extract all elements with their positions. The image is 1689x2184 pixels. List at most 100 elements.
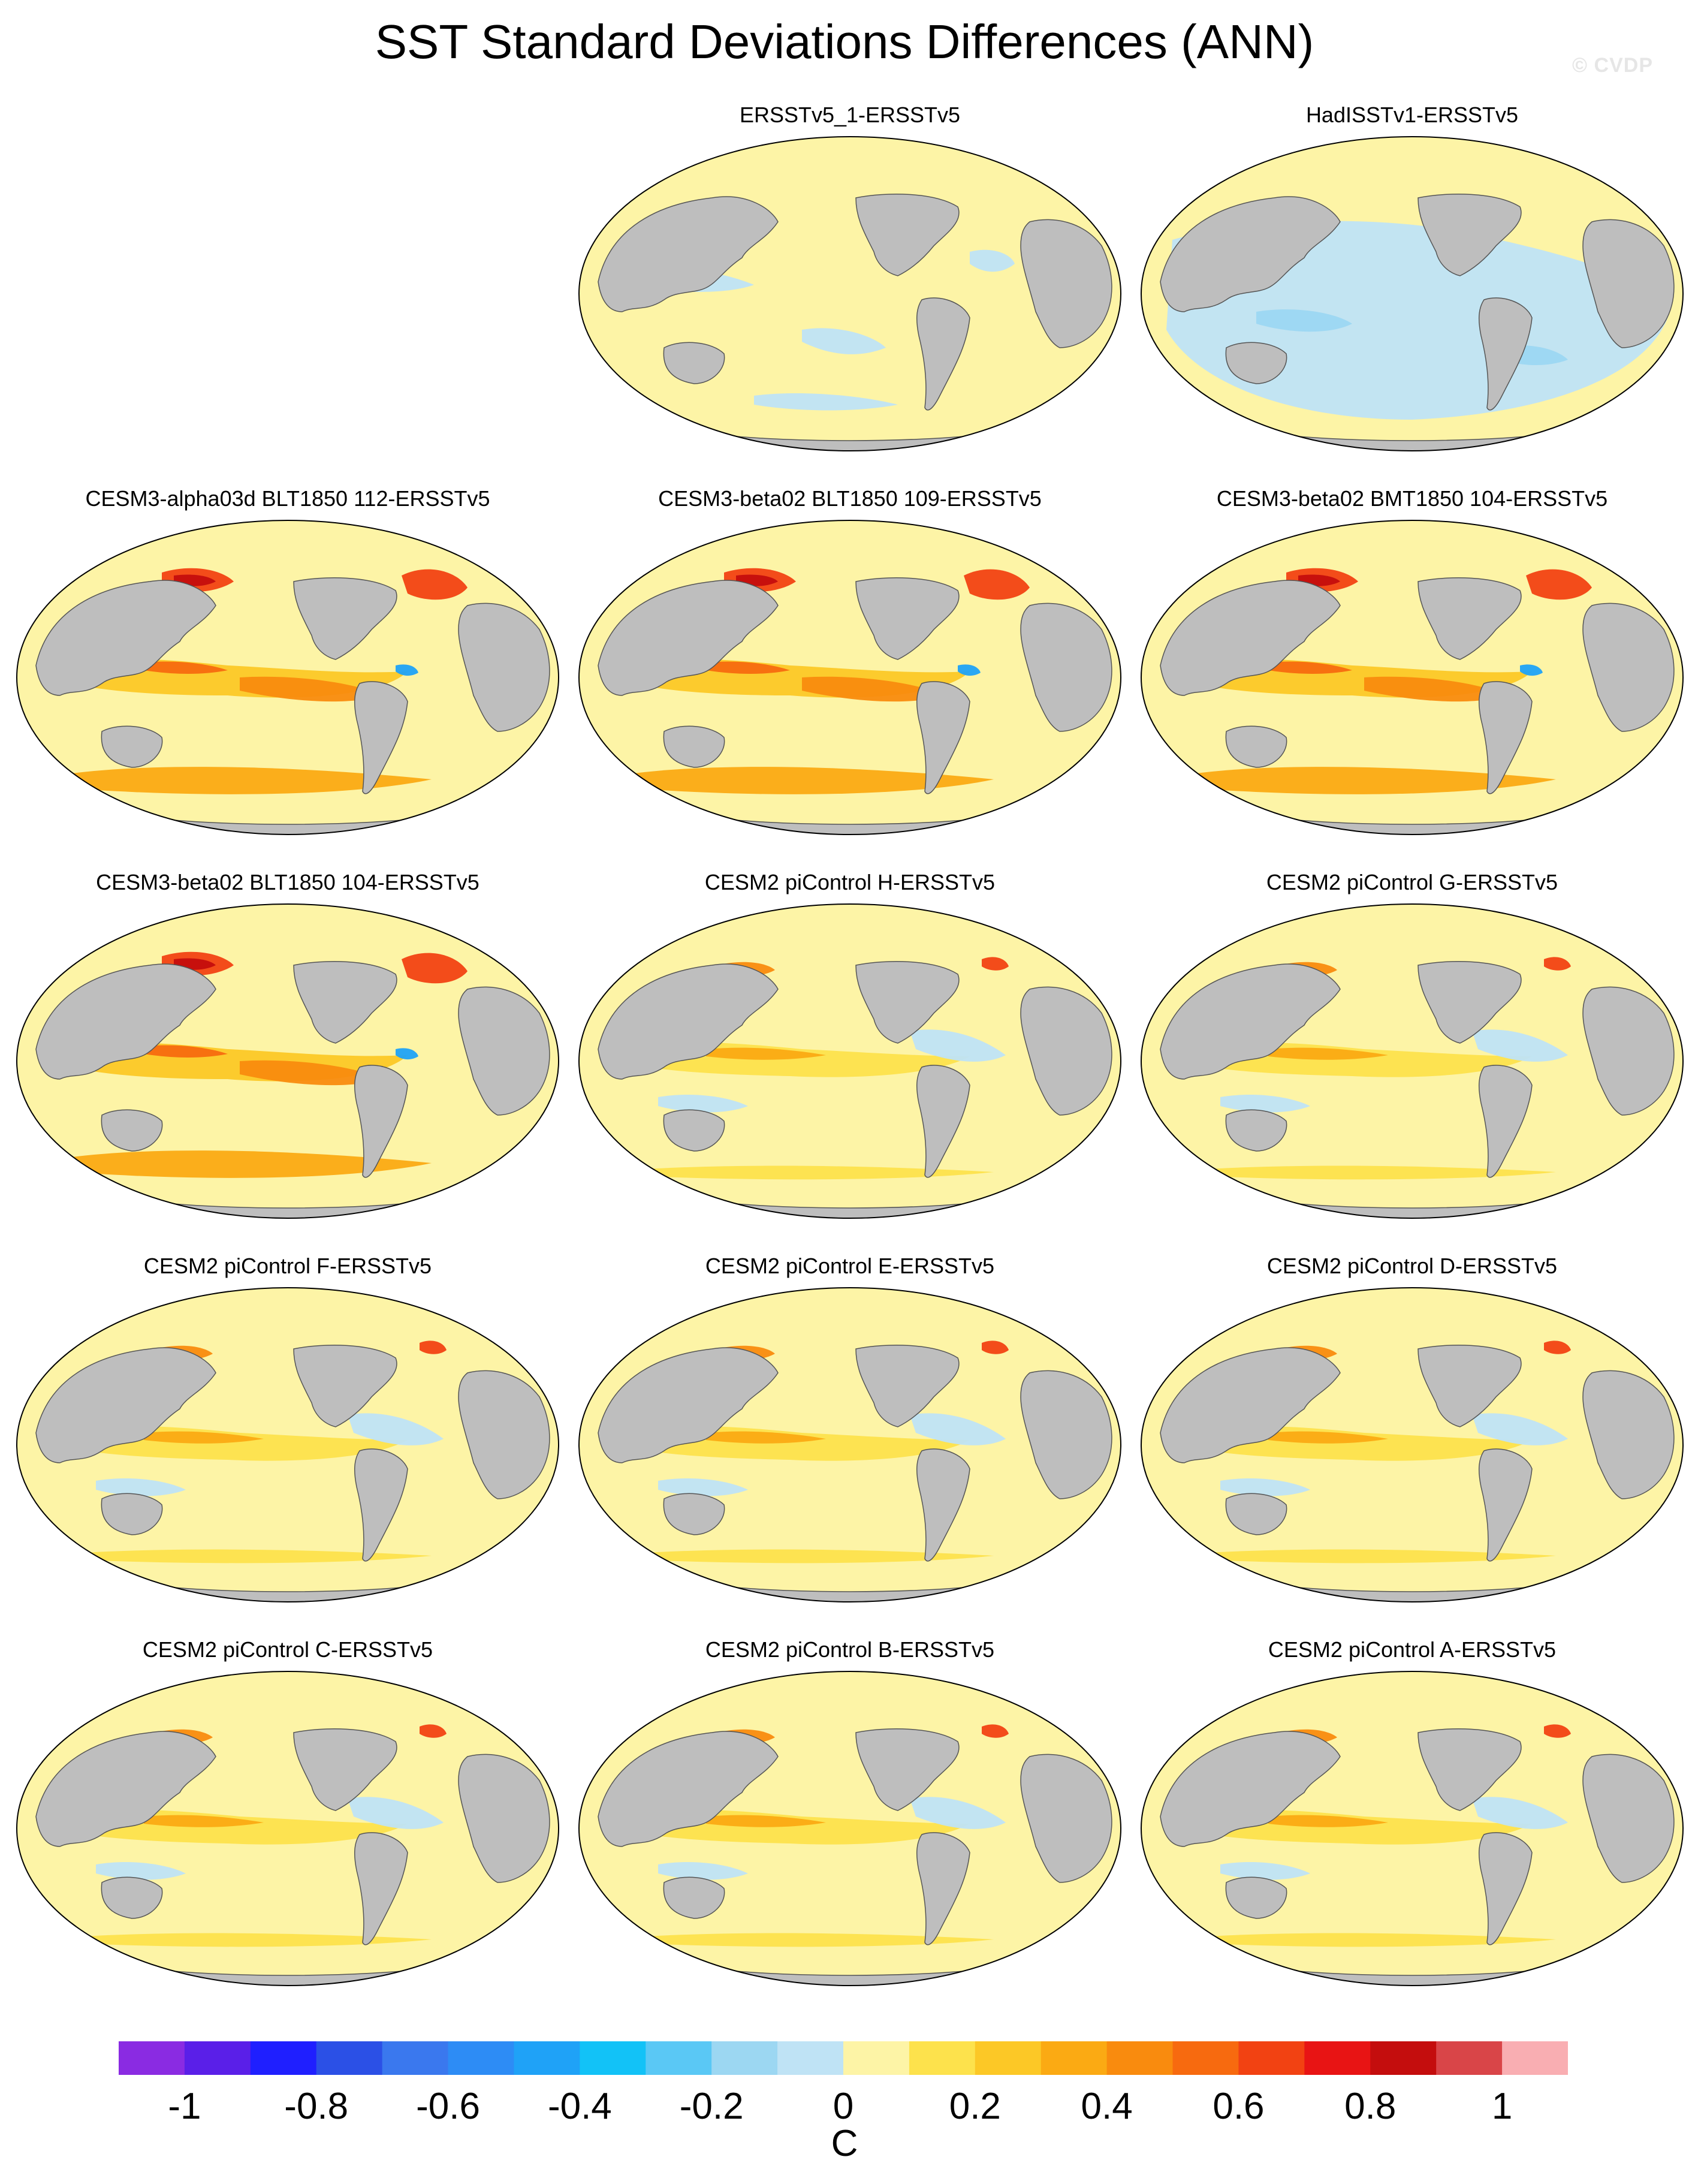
anomaly-region [1544,1340,1571,1354]
map-panel: CESM2 piControl C-ERSSTv5 [12,1637,563,2020]
anomaly-region [958,664,981,676]
anomaly-region [396,664,418,676]
colorbar-tick-label: 0.4 [1081,2086,1133,2127]
anomaly-region [144,1431,264,1444]
land-mass [354,1065,408,1178]
colorbar-swatch [316,2041,383,2075]
anomaly-region [658,1094,748,1113]
panel-title: CESM2 piControl D-ERSSTv5 [1266,1254,1558,1278]
anomaly-region [1256,309,1352,332]
colorbar-tick-label: 0 [833,2086,854,2127]
panel-title: CESM2 piControl G-ERSSTv5 [1266,870,1558,894]
anomaly-region [348,1797,444,1829]
panel-title: CESM2 piControl E-ERSSTv5 [705,1254,995,1278]
anomaly-region [982,957,1009,971]
land-mass [293,577,397,660]
land-mass [1582,1754,1675,1883]
anomaly-region [402,569,468,600]
watermark: © CVDP [1572,54,1653,77]
land-mass [916,681,970,794]
map-projection [16,1671,559,1986]
map-outline [578,1671,1121,1986]
land-mass [1020,603,1112,732]
land-mass [916,1448,970,1562]
land-mass [1225,1493,1287,1535]
anomaly-region [420,1340,447,1354]
anomaly-region [646,1165,994,1180]
anomaly-region [1220,1094,1310,1113]
colorbar-swatch [711,2041,778,2075]
land-mass [35,1347,216,1463]
land-mass [35,580,216,696]
land-mass [1582,219,1675,348]
anomaly-region [1268,1047,1388,1060]
anomaly-region [240,1060,384,1086]
anomaly-region [706,1431,826,1444]
map-outline [1141,903,1684,1219]
anomaly-region [240,676,384,702]
colorbar-swatch [250,2041,317,2075]
land-mass [35,1731,216,1847]
anomaly-region [658,1861,748,1880]
land-mass [1478,1065,1533,1178]
land-mass [1417,961,1522,1044]
map-panel: CESM2 piControl A-ERSSTv5 [1136,1637,1688,2020]
land-mass [1582,1370,1675,1499]
anomaly-region [1166,221,1670,420]
map-outline [578,903,1121,1219]
land-mass [1417,1345,1522,1427]
land-mass [1582,603,1675,732]
map-projection [1141,520,1684,835]
land-mass [1160,196,1341,312]
panel-title: CESM3-beta02 BMT1850 104-ERSSTv5 [1216,486,1608,511]
anomaly-region [84,1933,432,1947]
colorbar-swatch [1106,2041,1174,2075]
land-mass [101,1109,163,1152]
map-panel: CESM2 piControl D-ERSSTv5 [1136,1253,1688,1637]
panel-title: CESM2 piControl C-ERSSTv5 [142,1637,433,1662]
panel-title: CESM2 piControl B-ERSSTv5 [705,1637,995,1662]
colorbar [119,2041,1568,2075]
colorbar-swatch [1502,2041,1568,2075]
colorbar-units: C [831,2123,858,2164]
anomaly-region [754,393,898,411]
land-mass [663,1109,725,1152]
land-mass [1417,577,1522,660]
anomaly-region [1220,1861,1310,1880]
colorbar-tick-label: -0.8 [284,2086,349,2127]
anomaly-region [646,1933,994,1947]
land-mass [1225,1109,1287,1152]
anomaly-region [910,1029,1006,1062]
anomaly-region [1196,767,1556,794]
anomaly-region [1268,1815,1388,1827]
colorbar-swatch [1370,2041,1437,2075]
anomaly-region [982,1724,1009,1738]
anomaly-region [910,1797,1006,1829]
colorbar-swatch [1304,2041,1371,2075]
map-panel: CESM2 piControl B-ERSSTv5 [574,1637,1126,2020]
anomaly-region [402,953,468,984]
land-mass [855,577,960,660]
anomaly-region [658,1478,748,1496]
anomaly-region [348,1413,444,1445]
anomaly-region [706,661,790,674]
anomaly-region [1208,1933,1556,1947]
colorbar-swatch [1040,2041,1108,2075]
land-mass [1417,1728,1522,1811]
map-panel: CESM3-beta02 BMT1850 104-ERSSTv5 [1136,486,1688,869]
map-outline [1141,136,1684,451]
panel-title: HadISSTv1-ERSSTv5 [1305,103,1519,127]
anomaly-region [802,676,946,702]
land-mass [598,1347,779,1463]
land-mass [293,961,397,1044]
map-panel: CESM3-beta02 BLT1850 104-ERSSTv5 [12,869,563,1253]
map-panel: HadISSTv1-ERSSTv5 [1136,102,1688,486]
land-mass [598,1731,779,1847]
land-mass [663,342,725,384]
land-mass [293,1345,397,1427]
land-mass [101,725,163,768]
map-projection [16,520,559,835]
anomaly-region [1208,1549,1556,1564]
colorbar-swatch [975,2041,1042,2075]
land-mass [598,963,779,1080]
